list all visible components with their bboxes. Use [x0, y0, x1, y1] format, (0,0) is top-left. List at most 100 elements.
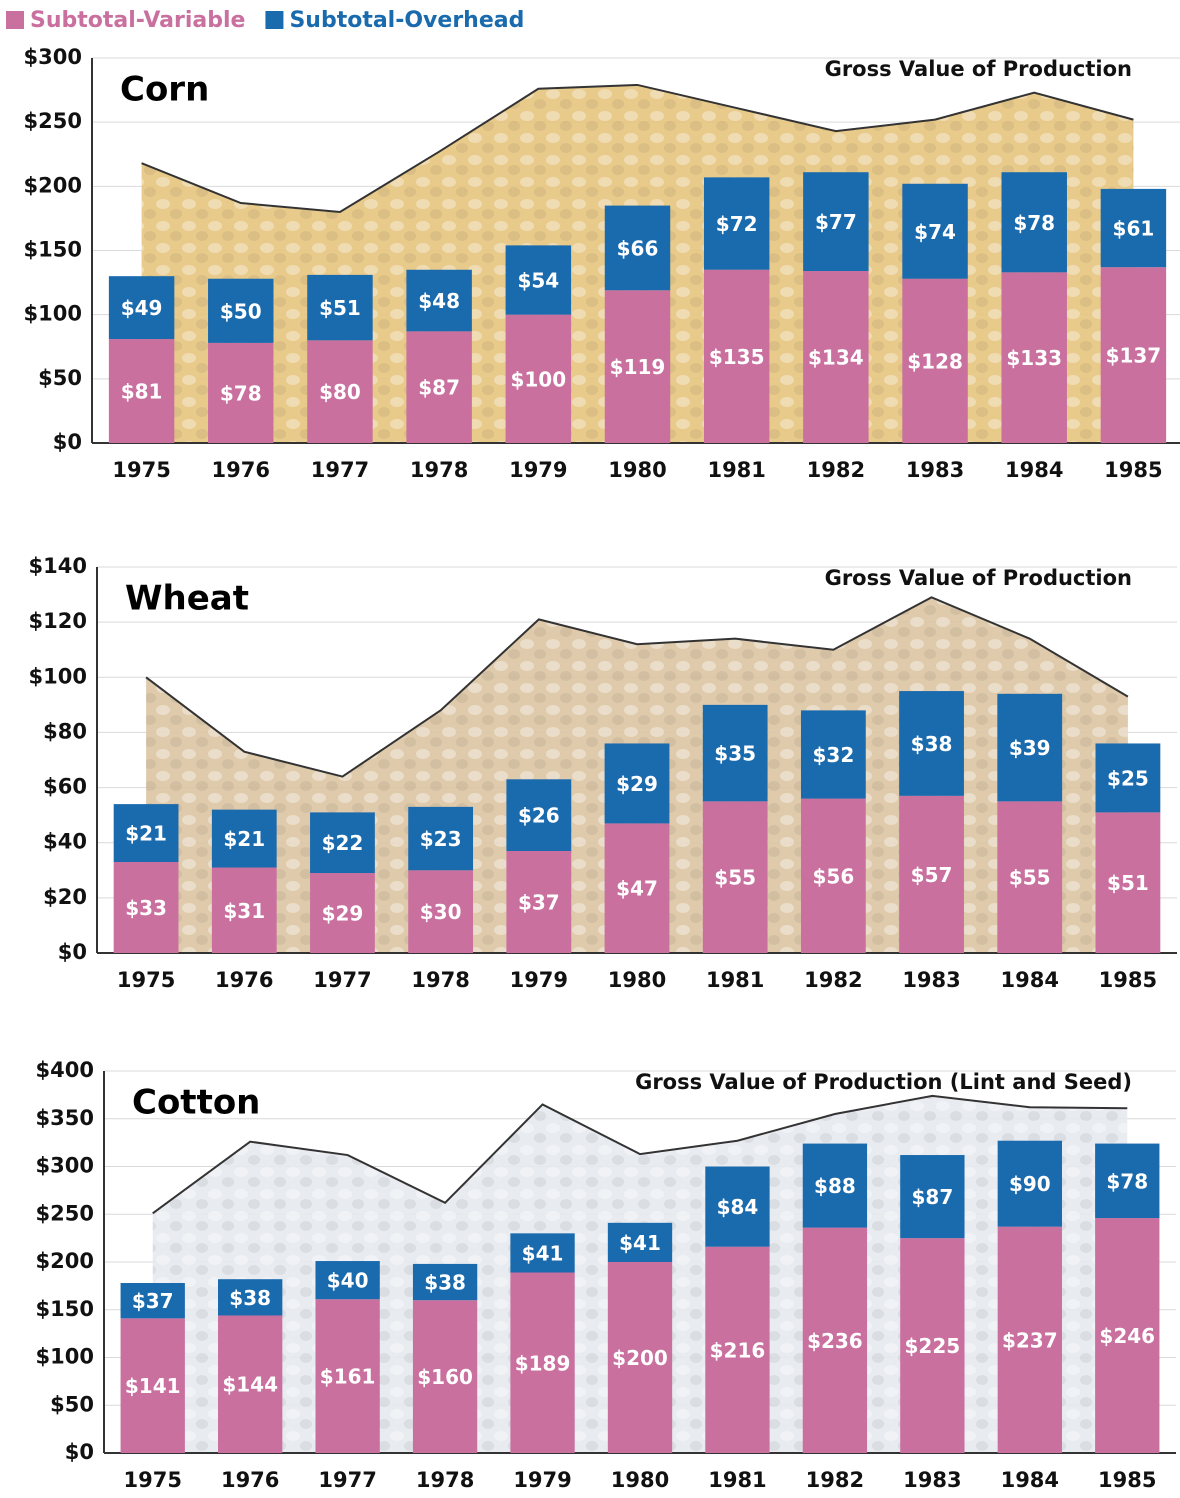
x-tick-label: 1980 [608, 458, 666, 482]
data-label: $37 [132, 1289, 174, 1313]
data-label: $78 [1013, 211, 1055, 235]
data-label: $137 [1106, 344, 1162, 368]
x-tick-label: 1979 [510, 968, 568, 992]
bar-segment [211, 867, 277, 953]
x-tick-label: 1984 [1005, 458, 1063, 482]
data-label: $39 [1009, 736, 1051, 760]
data-label: $161 [320, 1365, 376, 1389]
bar-segment [1095, 812, 1161, 953]
data-label: $128 [907, 349, 963, 373]
bar-segment [607, 1222, 673, 1262]
bar-segment [108, 276, 175, 340]
x-tick-label: 1982 [804, 968, 862, 992]
bar-segment [607, 1262, 673, 1453]
bar-segment [1001, 172, 1067, 273]
bar-segment [406, 269, 472, 332]
y-tick-label: $80 [43, 719, 87, 743]
bar-segment [702, 801, 768, 953]
y-tick-label: $50 [50, 1392, 94, 1416]
data-label: $88 [814, 1174, 856, 1198]
bar-segment [208, 342, 274, 443]
bar-segment [800, 710, 866, 799]
y-tick-label: $20 [43, 885, 87, 909]
bar-segment [1100, 188, 1167, 268]
bar-segment [307, 340, 373, 443]
bar-segment [506, 850, 572, 953]
x-tick-label: 1976 [212, 458, 270, 482]
y-tick-label: $250 [24, 109, 82, 133]
x-tick-label: 1983 [903, 1468, 961, 1492]
data-label: $72 [716, 212, 758, 236]
x-tick-label: 1985 [1098, 1468, 1156, 1492]
y-tick-label: $100 [24, 302, 82, 326]
bar-segment [604, 823, 670, 953]
gross-value-line [145, 596, 1129, 778]
bar-segment [705, 1246, 770, 1453]
area-annotation: Gross Value of Production [825, 566, 1132, 590]
data-label: $200 [612, 1346, 668, 1370]
bar-segment [604, 743, 670, 824]
bar-segment [406, 331, 472, 443]
bar-segment [803, 172, 869, 272]
data-label: $33 [125, 896, 167, 920]
y-tick-label: $150 [36, 1297, 94, 1321]
gross-value-line [141, 83, 1134, 214]
x-tick-label: 1977 [311, 458, 369, 482]
bar-segment [997, 1226, 1062, 1453]
data-label: $21 [223, 827, 265, 851]
y-tick-label: $200 [24, 173, 82, 197]
x-tick-label: 1978 [410, 458, 468, 482]
data-label: $48 [418, 289, 460, 313]
x-tick-label: 1975 [124, 1468, 182, 1492]
data-label: $49 [121, 296, 163, 320]
bar-segment [604, 290, 671, 443]
area-annotation: Gross Value of Production (Lint and Seed… [635, 1070, 1132, 1094]
data-label: $100 [510, 367, 566, 391]
bar-segment [506, 779, 572, 851]
x-tick-label: 1980 [608, 968, 666, 992]
y-tick-label: $200 [36, 1249, 94, 1273]
bar-segment [412, 1263, 478, 1301]
data-label: $87 [418, 376, 460, 400]
legend-label: Subtotal-Overhead [289, 8, 524, 33]
data-label: $119 [610, 355, 666, 379]
x-tick-label: 1982 [806, 1468, 864, 1492]
y-tick-label: $400 [36, 1058, 94, 1082]
bar-segment [315, 1299, 380, 1453]
data-label: $81 [121, 380, 163, 404]
bar-segment [703, 269, 770, 443]
x-tick-label: 1975 [117, 968, 175, 992]
bar-segment [120, 1318, 185, 1453]
bar-segment [113, 862, 179, 953]
chart-title: Corn [120, 70, 209, 110]
data-label: $74 [914, 220, 956, 244]
data-label: $40 [327, 1269, 369, 1293]
bar-segment [1001, 272, 1067, 443]
data-label: $30 [420, 900, 462, 924]
data-label: $22 [322, 831, 364, 855]
data-label: $29 [616, 772, 658, 796]
data-label: $144 [222, 1373, 278, 1397]
x-tick-label: 1975 [112, 458, 170, 482]
x-tick-label: 1985 [1104, 458, 1162, 482]
data-label: $35 [714, 742, 756, 766]
data-label: $78 [220, 381, 262, 405]
data-label: $66 [617, 236, 659, 260]
bar-segment [208, 278, 274, 343]
bar-segment [315, 1261, 380, 1300]
x-tick-label: 1977 [318, 1468, 376, 1492]
data-label: $246 [1099, 1324, 1155, 1348]
data-label: $225 [905, 1334, 961, 1358]
data-label: $32 [812, 743, 854, 767]
x-tick-label: 1977 [313, 968, 371, 992]
data-label: $134 [808, 346, 864, 370]
bar-segment [408, 806, 474, 871]
data-label: $31 [223, 899, 265, 923]
data-label: $55 [1009, 866, 1051, 890]
data-label: $133 [1006, 346, 1062, 370]
bar-segment [218, 1315, 283, 1453]
bar-segment [310, 873, 375, 953]
data-label: $29 [322, 902, 364, 926]
bar-segment [997, 1140, 1062, 1227]
bar-segment [1095, 743, 1161, 813]
